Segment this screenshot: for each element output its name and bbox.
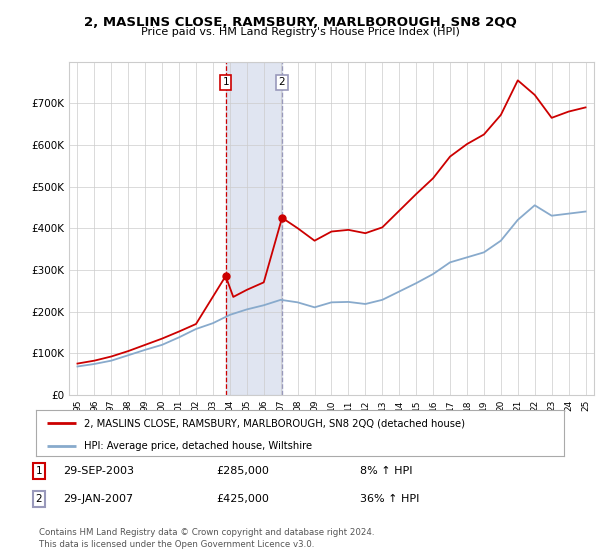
Text: £285,000: £285,000 — [216, 466, 269, 476]
Bar — [226, 62, 282, 395]
Text: 1: 1 — [35, 466, 43, 476]
Text: 2, MASLINS CLOSE, RAMSBURY, MARLBOROUGH, SN8 2QQ (detached house): 2, MASLINS CLOSE, RAMSBURY, MARLBOROUGH,… — [83, 418, 464, 428]
Text: 2: 2 — [35, 494, 43, 504]
Text: £425,000: £425,000 — [216, 494, 269, 504]
Text: HPI: Average price, detached house, Wiltshire: HPI: Average price, detached house, Wilt… — [83, 441, 311, 451]
Text: Contains HM Land Registry data © Crown copyright and database right 2024.
This d: Contains HM Land Registry data © Crown c… — [39, 528, 374, 549]
Text: 1: 1 — [223, 77, 229, 87]
Text: 8% ↑ HPI: 8% ↑ HPI — [360, 466, 413, 476]
Text: 2, MASLINS CLOSE, RAMSBURY, MARLBOROUGH, SN8 2QQ: 2, MASLINS CLOSE, RAMSBURY, MARLBOROUGH,… — [83, 16, 517, 29]
Text: 36% ↑ HPI: 36% ↑ HPI — [360, 494, 419, 504]
Text: 29-JAN-2007: 29-JAN-2007 — [63, 494, 133, 504]
Text: 2: 2 — [279, 77, 286, 87]
Text: Price paid vs. HM Land Registry's House Price Index (HPI): Price paid vs. HM Land Registry's House … — [140, 27, 460, 37]
Text: 29-SEP-2003: 29-SEP-2003 — [63, 466, 134, 476]
